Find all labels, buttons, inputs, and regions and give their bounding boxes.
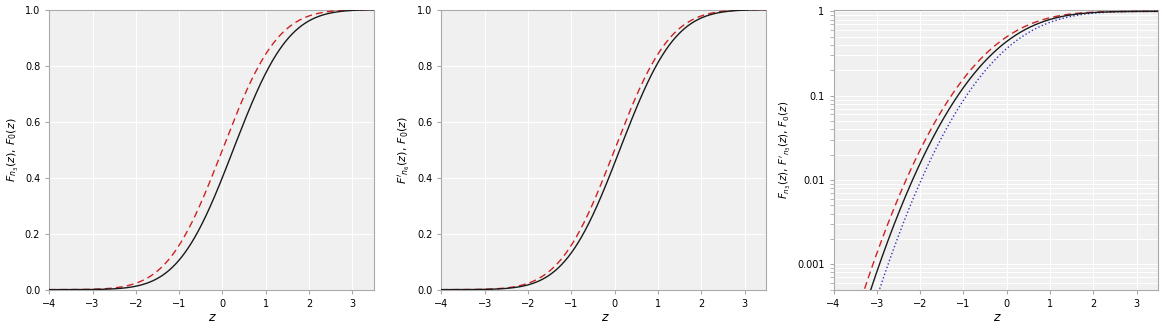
X-axis label: z: z [993, 312, 999, 324]
Y-axis label: $F_{n_3}(z),\,F_0(z)$: $F_{n_3}(z),\,F_0(z)$ [6, 117, 21, 182]
Y-axis label: $F'_{n_6}(z),\,F_0(z)$: $F'_{n_6}(z),\,F_0(z)$ [397, 115, 413, 183]
X-axis label: z: z [601, 312, 608, 324]
X-axis label: z: z [208, 312, 215, 324]
Y-axis label: $F_{n_3}(z),\,F'_{n_3}(z),\,F_0(z)$: $F_{n_3}(z),\,F'_{n_3}(z),\,F_0(z)$ [778, 100, 793, 199]
